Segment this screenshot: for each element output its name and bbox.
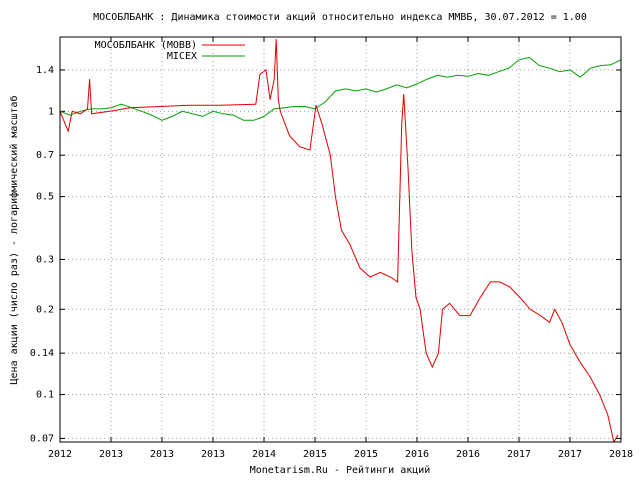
x-tick-label: 2016 xyxy=(405,449,429,460)
y-tick-label: 0.7 xyxy=(36,150,54,161)
x-tick-label: 2015 xyxy=(354,449,378,460)
x-tick-label: 2018 xyxy=(609,449,633,460)
x-tick-label: 2013 xyxy=(150,449,174,460)
y-tick-label: 0.2 xyxy=(36,304,54,315)
y-tick-label: 0.1 xyxy=(36,390,54,401)
x-axis-label: Monetarism.Ru - Рейтинги акций xyxy=(250,464,431,476)
y-tick-label: 0.3 xyxy=(36,254,54,265)
y-axis-label: Цена акции (число раз) - логарифмический… xyxy=(8,96,20,385)
x-tick-label: 2016 xyxy=(456,449,480,460)
data-line xyxy=(60,56,621,121)
y-tick-label: 0.14 xyxy=(30,348,54,359)
x-tick-label: 2014 xyxy=(252,449,276,460)
plot-frame xyxy=(59,36,622,443)
legend-label: MICEX xyxy=(167,51,197,62)
legend-label: МОСОБЛБАНК (MOBB) xyxy=(95,40,197,51)
chart-title: МОСОБЛБАНК : Динамика стоимости акций от… xyxy=(93,11,587,23)
x-tick-label: 2017 xyxy=(558,449,582,460)
x-tick-label: 2017 xyxy=(507,449,531,460)
y-tick-label: 0.5 xyxy=(36,192,54,203)
y-tick-label: 1 xyxy=(48,106,54,117)
x-tick-label: 2012 xyxy=(48,449,72,460)
y-tick-label: 0.07 xyxy=(30,433,54,444)
x-tick-label: 2013 xyxy=(99,449,123,460)
x-tick-label: 2015 xyxy=(303,449,327,460)
data-line xyxy=(60,38,619,442)
x-tick-label: 2013 xyxy=(201,449,225,460)
y-tick-label: 1.4 xyxy=(36,65,54,76)
